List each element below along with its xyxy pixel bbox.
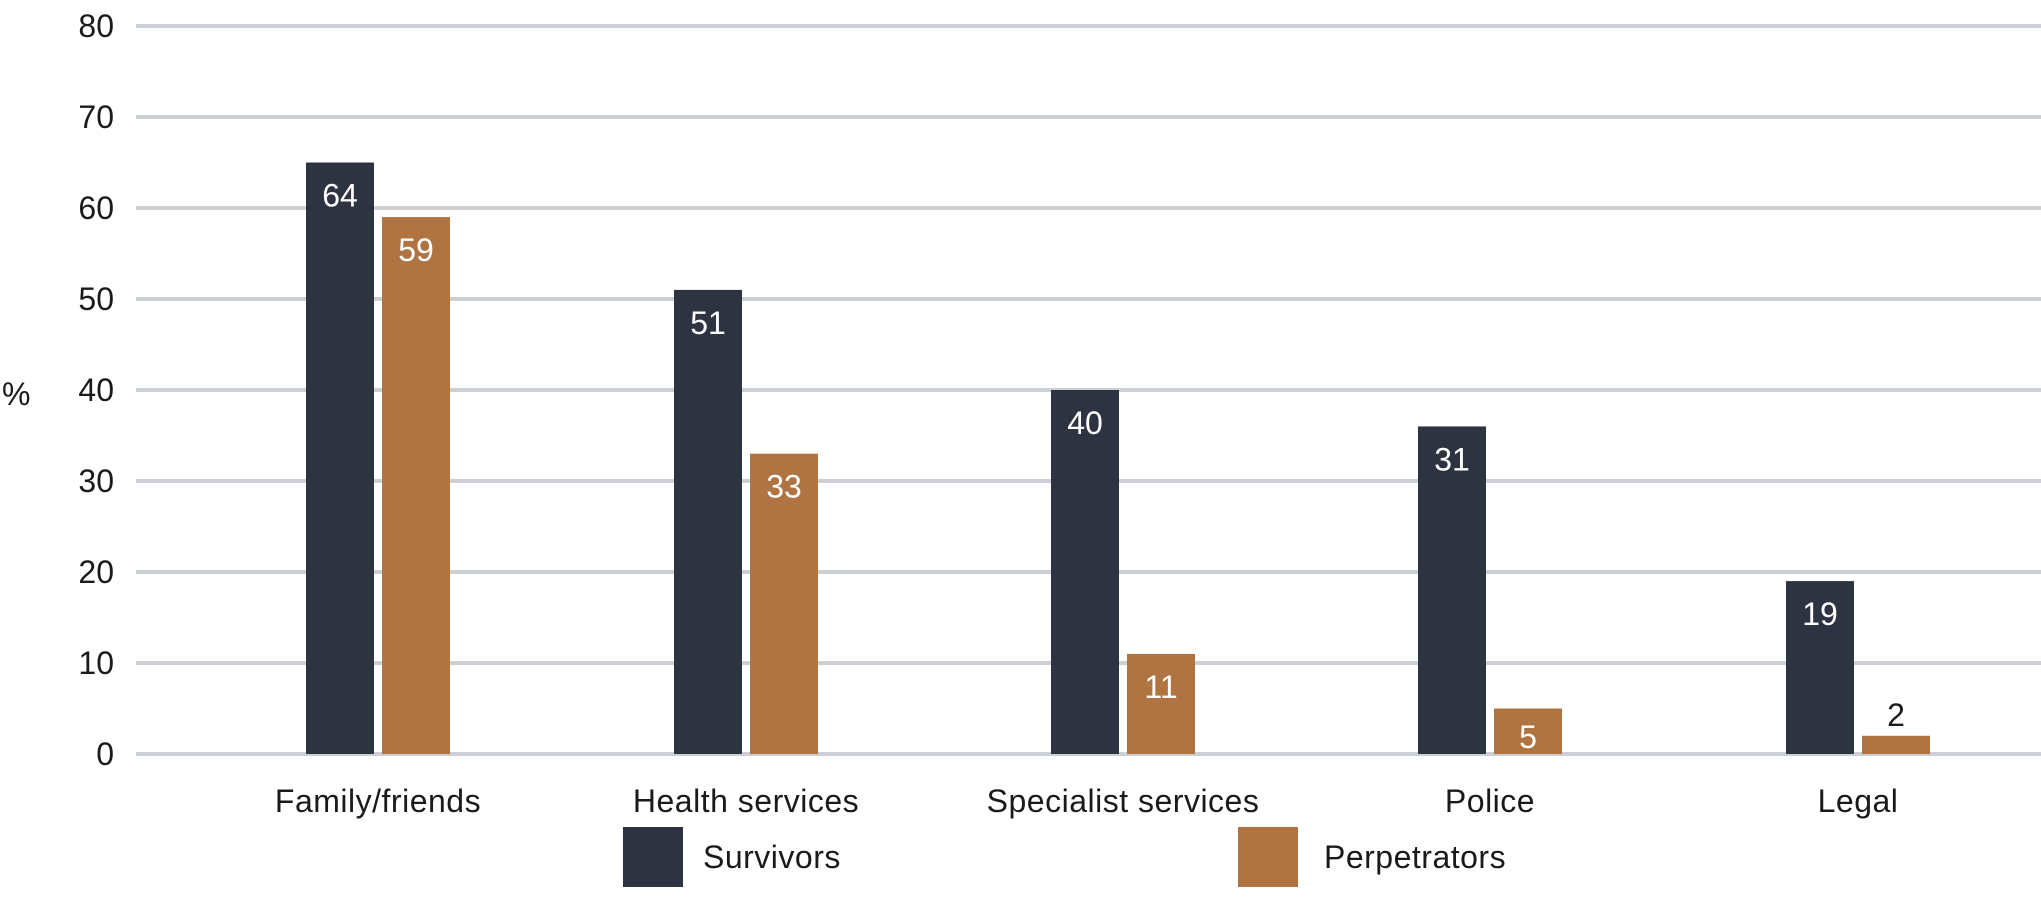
- legend-label-survivors: Survivors: [703, 839, 841, 875]
- legend-swatch-perpetrators: [1238, 827, 1298, 887]
- bar-survivors: [1418, 426, 1486, 754]
- data-labels: 64 59 51 33 40 11 31 5 19 2: [322, 178, 1905, 756]
- category-label: Specialist services: [987, 783, 1260, 819]
- bar-perpetrators: [750, 453, 818, 754]
- x-axis-categories: Family/friends Health services Specialist …: [275, 783, 1898, 819]
- legend: Survivors Perpetrators: [623, 827, 1506, 887]
- bar-perpetrators: [1862, 735, 1930, 754]
- y-tick-label: 40: [78, 372, 114, 408]
- bar-perpetrators: [1127, 653, 1195, 754]
- data-label: 51: [690, 305, 726, 341]
- bar-survivors: [1051, 390, 1119, 754]
- y-tick-label: 0: [96, 736, 114, 772]
- data-label: 2: [1887, 697, 1905, 733]
- bar-survivors: [674, 289, 742, 754]
- category-label: Police: [1445, 783, 1535, 819]
- y-axis-title: %: [2, 376, 30, 412]
- y-axis-ticks: 0 10 20 30 40 50 60 70 80: [78, 8, 114, 772]
- data-label: 40: [1067, 405, 1103, 441]
- y-tick-label: 20: [78, 554, 114, 590]
- bar-survivors: [306, 162, 374, 754]
- legend-label-perpetrators: Perpetrators: [1324, 839, 1506, 875]
- category-label: Health services: [633, 783, 859, 819]
- y-tick-label: 70: [78, 99, 114, 135]
- data-label: 33: [766, 469, 802, 505]
- y-tick-label: 50: [78, 281, 114, 317]
- data-label: 59: [398, 232, 434, 268]
- y-tick-label: 30: [78, 463, 114, 499]
- legend-swatch-survivors: [623, 827, 683, 887]
- data-label: 31: [1434, 441, 1470, 477]
- bar-perpetrators: [1494, 708, 1562, 754]
- category-label: Family/friends: [275, 783, 481, 819]
- y-tick-label: 10: [78, 645, 114, 681]
- y-tick-label: 80: [78, 8, 114, 44]
- data-label: 64: [322, 178, 358, 214]
- bar-survivors: [1786, 581, 1854, 754]
- bars: [306, 162, 1930, 755]
- bar-perpetrators: [382, 217, 450, 755]
- y-tick-label: 60: [78, 190, 114, 226]
- data-label: 11: [1144, 669, 1177, 705]
- category-label: Legal: [1818, 783, 1899, 819]
- data-label: 19: [1802, 596, 1838, 632]
- data-label: 5: [1519, 719, 1537, 755]
